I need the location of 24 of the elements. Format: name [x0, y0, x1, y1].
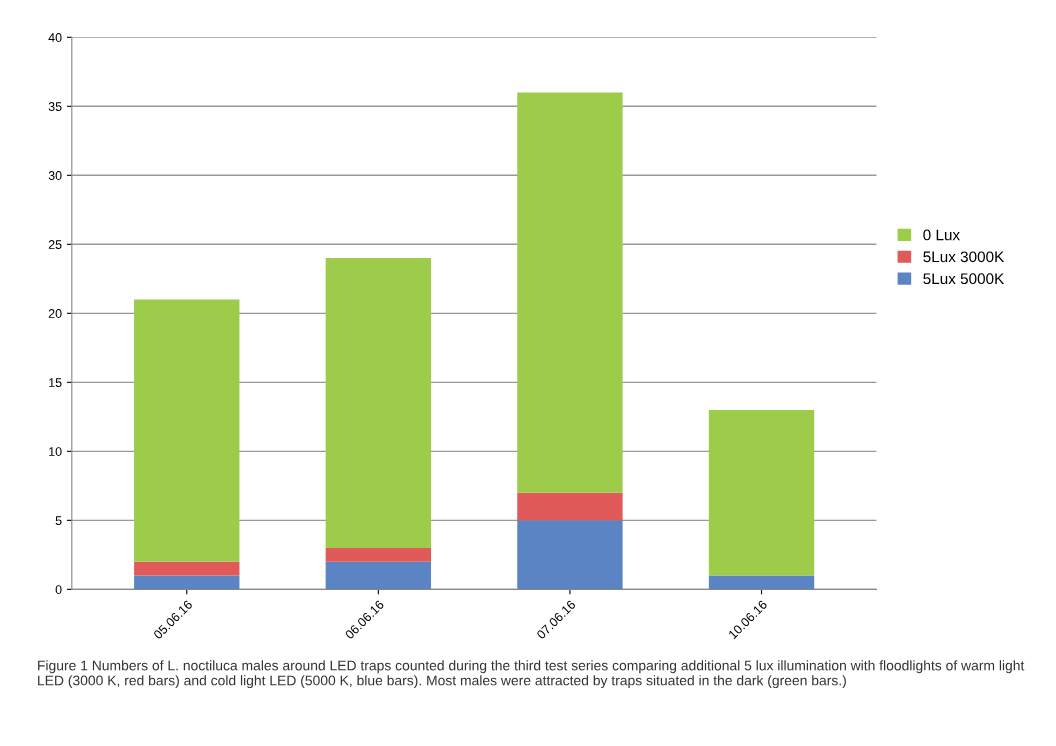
legend-label: 5Lux 3000K: [923, 251, 1005, 263]
bar: [517, 492, 623, 521]
bar: [517, 92, 623, 493]
bar: [325, 547, 432, 562]
y-tick-label: 0: [55, 585, 62, 594]
bar: [325, 561, 432, 590]
y-tick-label: 20: [48, 309, 62, 318]
bar: [134, 561, 240, 576]
y-tick-label: 5: [55, 516, 62, 525]
bar: [708, 575, 815, 590]
y-tick-label: 40: [48, 33, 62, 42]
bar: [134, 299, 240, 562]
bar: [325, 258, 432, 548]
bar: [134, 575, 240, 590]
y-tick-label: 10: [49, 447, 62, 456]
bar: [517, 520, 623, 590]
y-tick-label: 30: [48, 171, 62, 180]
caption: Figure 1 Numbers of L. noctiluca males around LED traps counted during the third test series comparing additional 5 lux illumination with floodlights of warm light LED (3000 K, red bars) and cold light LED (5000 K, blue bars). Most males were attracted by traps situated in the dark (green bars.): [38, 660, 1025, 689]
y-tick-label: 35: [48, 102, 62, 111]
y-tick-label: 25: [48, 240, 62, 249]
legend-label: 5Lux 5000K: [923, 273, 1005, 285]
bar: [708, 409, 815, 576]
legend-label: 0 Lux: [923, 229, 960, 241]
y-tick-label: 15: [49, 378, 62, 387]
